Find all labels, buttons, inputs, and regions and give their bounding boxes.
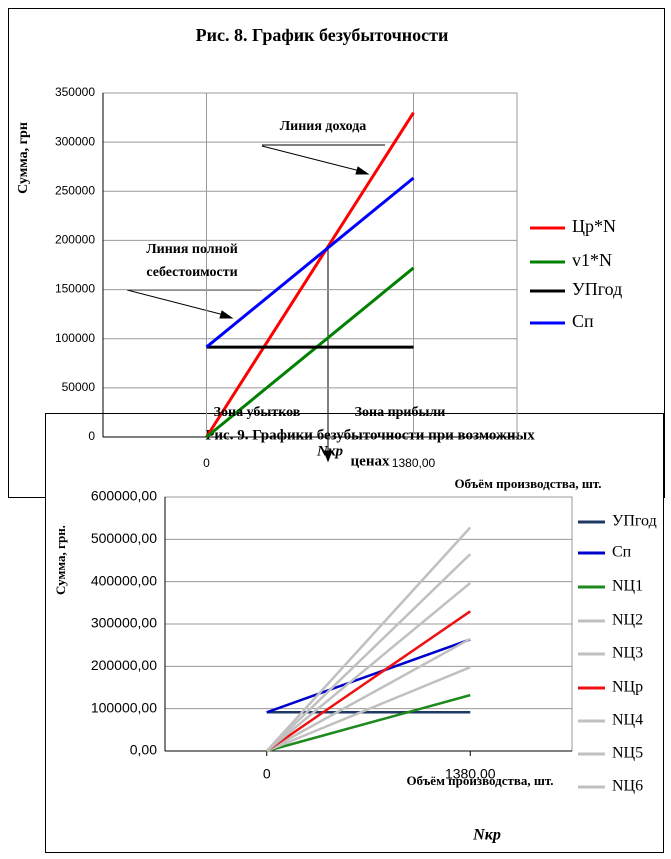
- legend-label: NЦ1: [612, 578, 643, 595]
- legend-label: NЦ3: [612, 645, 643, 662]
- legend-label: NЦр: [612, 679, 643, 696]
- series-line: [265, 526, 472, 752]
- legend-label: УПгод: [572, 279, 622, 299]
- legend-label: Сп: [612, 544, 632, 561]
- y-tick-label: 100000,00: [91, 699, 157, 715]
- series-line: [266, 693, 471, 753]
- x-tick-label: 0: [263, 766, 271, 782]
- y-axis-label: Сумма, грн: [16, 122, 31, 194]
- chart1: Рис. 8. График безубыточности 0 50000 10000…: [16, 25, 622, 491]
- y-tick-label: 150000: [55, 282, 95, 296]
- annotation: Зона убытков: [214, 405, 301, 420]
- y-tick-label: 0,00: [130, 742, 157, 758]
- chart-title: Рис. 8. График безубыточности: [196, 25, 449, 45]
- y-tick-label: 300000: [55, 134, 95, 148]
- legend-label: Цр*N: [572, 216, 616, 236]
- y-tick-label: 400000,00: [91, 572, 157, 588]
- y-tick-label: 250000: [55, 183, 95, 197]
- series-line: [266, 610, 471, 753]
- legend-label: NЦ6: [612, 778, 643, 795]
- y-tick-label: 350000: [55, 85, 95, 99]
- chart2: Рис. 9. Графики безубыточности при возмо…: [45, 413, 664, 853]
- y-tick-label: 200000,00: [91, 657, 157, 673]
- chart2-frame: [45, 413, 664, 853]
- y-tick-label: 100000: [55, 331, 95, 345]
- annotation: Зона прибыли: [355, 405, 446, 420]
- series-line: [265, 553, 472, 752]
- x-tick-label: 0: [203, 456, 210, 470]
- series-line: [266, 637, 471, 753]
- legend-label: NЦ2: [612, 612, 643, 629]
- y-tick-label: 0: [88, 429, 95, 443]
- y-tick-label: 200000: [55, 233, 95, 247]
- annotation: себестоимости: [146, 265, 237, 280]
- y-tick-label: 300000,00: [91, 615, 157, 631]
- x-tick-label: 1380,00: [392, 456, 436, 470]
- y-tick-label: 500000,00: [91, 530, 157, 546]
- legend-label: Сп: [572, 311, 594, 331]
- series-line: [205, 266, 415, 439]
- series-line: [265, 581, 472, 752]
- chart-title: ценах: [351, 453, 390, 469]
- x-axis-label: Объём производства, шт.: [454, 476, 601, 491]
- y-tick-label: 50000: [62, 380, 96, 394]
- chart-title: Рис. 9. Графики безубыточности при возмо…: [205, 427, 535, 443]
- series-line: [205, 111, 415, 438]
- annotation: Nкр: [316, 443, 343, 459]
- series-line: [205, 176, 415, 349]
- x-axis-label: Объём производства, шт.: [406, 773, 553, 788]
- x-tick-label: 1380,00: [445, 766, 496, 782]
- y-axis-label: Сумма, грн.: [53, 525, 68, 595]
- annotation: Nкр: [472, 827, 501, 844]
- y-tick-label: 600000,00: [91, 488, 157, 504]
- legend-label: NЦ4: [612, 712, 643, 729]
- legend-label: NЦ5: [612, 745, 643, 762]
- series-line: [266, 666, 471, 753]
- legend-label: УПгод: [612, 513, 657, 530]
- series-line: [266, 638, 471, 714]
- annotation: Линия полной: [146, 242, 238, 257]
- legend-label: v1*N: [572, 250, 612, 270]
- annotation: Линия дохода: [280, 119, 367, 134]
